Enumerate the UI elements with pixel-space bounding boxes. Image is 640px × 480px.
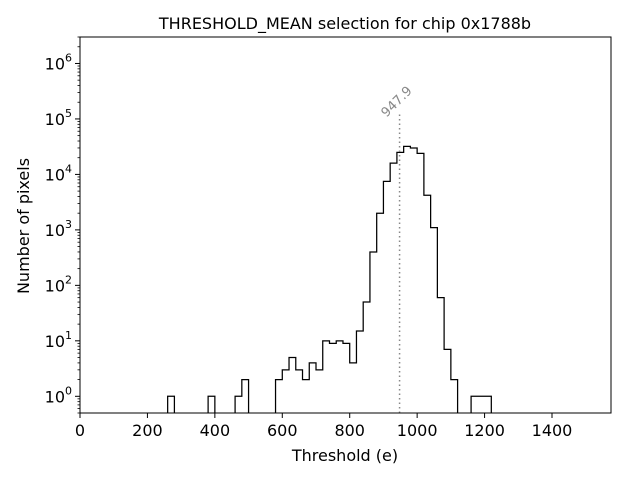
y-tick-label: 100 (45, 384, 72, 406)
plot-area: 947.90 200 400 600 800 1000 1200 14001001011021… (45, 36, 612, 440)
histogram-step-line (167, 145, 492, 413)
x-axis-label: Threshold (e) (291, 446, 398, 465)
x-tick-label: 200 (132, 421, 163, 440)
y-tick-label: 103 (45, 218, 72, 240)
x-tick-label: 1200 (464, 421, 505, 440)
x-tick-label: 1000 (397, 421, 438, 440)
y-axis-label: Number of pixels (14, 158, 33, 294)
y-tick-label: 106 (45, 51, 72, 73)
x-tick-label: 400 (200, 421, 231, 440)
chart-title: THRESHOLD_MEAN selection for chip 0x1788… (158, 14, 531, 34)
x-tick-label: 0 (75, 421, 85, 440)
y-tick-label: 104 (45, 162, 72, 184)
axes-frame (79, 36, 612, 414)
y-tick-label: 105 (45, 107, 72, 129)
x-tick-label: 1400 (532, 421, 573, 440)
y-tick-label: 102 (45, 273, 72, 295)
y-tick-label: 101 (45, 329, 72, 351)
x-tick-label: 800 (334, 421, 365, 440)
x-tick-label: 600 (267, 421, 298, 440)
